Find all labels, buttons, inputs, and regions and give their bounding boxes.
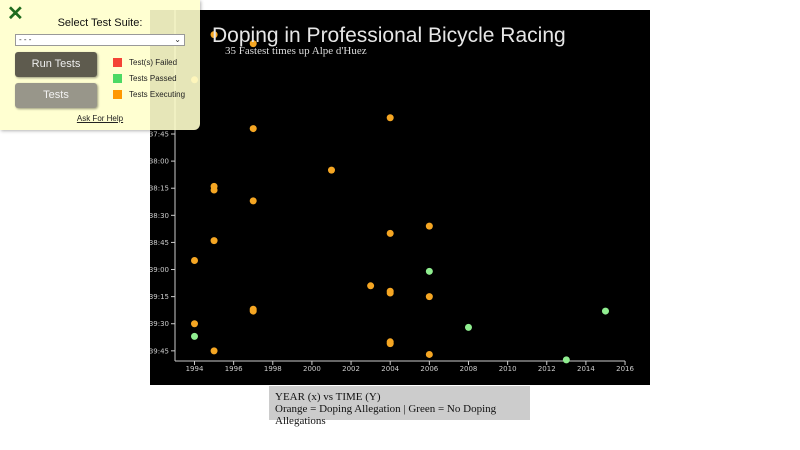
y-tick-label: 39:45 [150, 347, 169, 355]
data-point[interactable] [386, 340, 394, 348]
data-point[interactable] [425, 350, 433, 358]
run-tests-button[interactable]: Run Tests [15, 52, 97, 77]
chart-canvas: 37:45 38:00 38:15 38:30 38:45 39:00 39:15 39:30… [150, 10, 634, 373]
y-tick-label: 39:00 [150, 266, 169, 274]
scatter-chart: 37:45 38:00 38:15 38:30 38:45 39:00 39:15 39:30… [150, 10, 650, 385]
caption-line-2: Orange = Doping Allegation | Green = No … [275, 403, 497, 427]
data-point[interactable] [191, 256, 198, 264]
data-point[interactable] [386, 229, 394, 237]
data-point[interactable] [601, 307, 609, 315]
chevron-down-icon: ⌄ [174, 35, 181, 44]
chart-caption: YEAR (x) vs TIME (Y) Orange = Doping All… [269, 386, 530, 427]
caption-line-1: YEAR (x) vs TIME (Y) [275, 391, 381, 403]
y-tick-label: 38:30 [150, 212, 169, 220]
data-point[interactable] [562, 356, 570, 364]
test-suite-select[interactable]: - - - ⌄ [15, 34, 185, 46]
x-tick-label: 1996 [225, 365, 243, 373]
x-tick-label: 1998 [264, 365, 282, 373]
data-point[interactable] [425, 267, 433, 275]
data-point[interactable] [367, 282, 375, 290]
data-point[interactable] [386, 114, 394, 122]
data-point[interactable] [249, 307, 257, 315]
data-point[interactable] [249, 40, 257, 48]
data-point[interactable] [210, 237, 218, 245]
tests-button[interactable]: Tests [15, 83, 97, 108]
passed-swatch-icon [113, 74, 122, 83]
failed-swatch-icon [113, 58, 122, 67]
x-tick-label: 2004 [381, 365, 399, 373]
ask-for-help-link[interactable]: Ask For Help [76, 114, 124, 123]
legend-executing-label: Tests Executing [129, 90, 186, 99]
chart-subtitle: 35 Fastest times up Alpe d'Huez [225, 45, 367, 57]
data-point[interactable] [210, 347, 218, 355]
chart-axes: 37:45 38:00 38:15 38:30 38:45 39:00 39:15 39:30… [150, 10, 634, 373]
test-panel: ✕ Select Test Suite: - - - ⌄ Run Tests T… [0, 0, 200, 130]
data-point[interactable] [249, 197, 257, 205]
data-point[interactable] [191, 320, 198, 328]
x-tick-label: 2012 [538, 365, 556, 373]
y-tick-label: 38:00 [150, 158, 169, 166]
data-point[interactable] [249, 125, 257, 133]
x-tick-label: 2000 [303, 365, 321, 373]
data-point[interactable] [210, 31, 218, 39]
x-tick-label: 2010 [499, 365, 517, 373]
legend-passed-label: Tests Passed [129, 74, 177, 83]
x-tick-label: 2006 [420, 365, 438, 373]
data-point[interactable] [464, 323, 472, 331]
data-point[interactable] [386, 289, 394, 297]
data-point[interactable] [210, 186, 218, 194]
x-tick-label: 2016 [616, 365, 634, 373]
x-tick-label: 1994 [186, 365, 204, 373]
data-point[interactable] [327, 166, 335, 174]
x-tick-label: 2002 [342, 365, 360, 373]
y-tick-label: 39:15 [150, 293, 169, 301]
select-value: - - - [19, 35, 32, 44]
data-point[interactable] [425, 222, 433, 230]
data-point[interactable] [191, 332, 198, 340]
legend-failed-label: Test(s) Failed [129, 58, 178, 67]
x-tick-label: 2008 [460, 365, 478, 373]
chart-title: Doping in Professional Bicycle Racing [212, 24, 566, 47]
y-tick-label: 38:15 [150, 185, 169, 193]
y-tick-label: 37:45 [150, 131, 169, 139]
select-suite-label: Select Test Suite: [57, 17, 143, 29]
y-tick-label: 39:30 [150, 320, 169, 328]
data-point[interactable] [425, 293, 433, 301]
close-icon[interactable]: ✕ [7, 3, 24, 25]
executing-swatch-icon [113, 90, 122, 99]
x-tick-label: 2014 [577, 365, 595, 373]
y-tick-label: 38:45 [150, 239, 169, 247]
chart-dots [191, 31, 609, 364]
